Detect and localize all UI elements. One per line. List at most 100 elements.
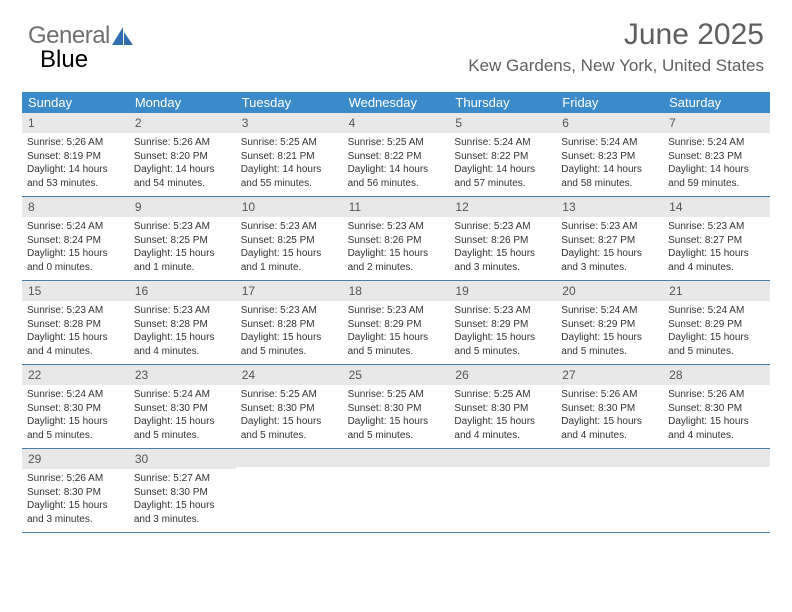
sunset-line: Sunset: 8:29 PM	[561, 318, 658, 332]
calendar-cell: 2Sunrise: 5:26 AMSunset: 8:20 PMDaylight…	[129, 113, 236, 196]
calendar-cell: 28Sunrise: 5:26 AMSunset: 8:30 PMDayligh…	[663, 365, 770, 448]
date-number: 14	[663, 197, 770, 217]
col-tuesday: Tuesday	[236, 92, 343, 113]
date-number: 17	[236, 281, 343, 301]
sunrise-line: Sunrise: 5:24 AM	[561, 136, 658, 150]
sunset-line: Sunset: 8:27 PM	[668, 234, 765, 248]
calendar-cell	[343, 449, 450, 532]
sunrise-line: Sunrise: 5:26 AM	[27, 472, 124, 486]
date-number: 29	[22, 449, 129, 469]
sunset-line: Sunset: 8:26 PM	[348, 234, 445, 248]
daylight-line: Daylight: 15 hours and 5 minutes.	[668, 331, 765, 358]
calendar-cell: 21Sunrise: 5:24 AMSunset: 8:29 PMDayligh…	[663, 281, 770, 364]
col-thursday: Thursday	[449, 92, 556, 113]
sunrise-line: Sunrise: 5:23 AM	[454, 220, 551, 234]
cell-body: Sunrise: 5:24 AMSunset: 8:29 PMDaylight:…	[556, 301, 663, 364]
daylight-line: Daylight: 15 hours and 3 minutes.	[561, 247, 658, 274]
date-number	[663, 449, 770, 467]
date-number: 1	[22, 113, 129, 133]
date-number	[556, 449, 663, 467]
daylight-line: Daylight: 14 hours and 54 minutes.	[134, 163, 231, 190]
sunset-line: Sunset: 8:23 PM	[668, 150, 765, 164]
date-number: 21	[663, 281, 770, 301]
cell-body: Sunrise: 5:25 AMSunset: 8:22 PMDaylight:…	[343, 133, 450, 196]
sunset-line: Sunset: 8:24 PM	[27, 234, 124, 248]
cell-body: Sunrise: 5:25 AMSunset: 8:21 PMDaylight:…	[236, 133, 343, 196]
daylight-line: Daylight: 15 hours and 3 minutes.	[454, 247, 551, 274]
date-number: 15	[22, 281, 129, 301]
cell-body: Sunrise: 5:23 AMSunset: 8:28 PMDaylight:…	[22, 301, 129, 364]
date-number: 4	[343, 113, 450, 133]
sunset-line: Sunset: 8:26 PM	[454, 234, 551, 248]
sunrise-line: Sunrise: 5:24 AM	[668, 136, 765, 150]
sunrise-line: Sunrise: 5:26 AM	[668, 388, 765, 402]
sunset-line: Sunset: 8:30 PM	[27, 486, 124, 500]
cell-body: Sunrise: 5:23 AMSunset: 8:27 PMDaylight:…	[663, 217, 770, 280]
calendar-cell: 30Sunrise: 5:27 AMSunset: 8:30 PMDayligh…	[129, 449, 236, 532]
calendar-cell: 11Sunrise: 5:23 AMSunset: 8:26 PMDayligh…	[343, 197, 450, 280]
sunrise-line: Sunrise: 5:25 AM	[241, 388, 338, 402]
sunrise-line: Sunrise: 5:23 AM	[134, 304, 231, 318]
cell-body: Sunrise: 5:24 AMSunset: 8:23 PMDaylight:…	[663, 133, 770, 196]
sunset-line: Sunset: 8:29 PM	[668, 318, 765, 332]
daylight-line: Daylight: 15 hours and 4 minutes.	[668, 415, 765, 442]
cell-body: Sunrise: 5:26 AMSunset: 8:30 PMDaylight:…	[556, 385, 663, 448]
cell-body: Sunrise: 5:24 AMSunset: 8:23 PMDaylight:…	[556, 133, 663, 196]
calendar-week: 29Sunrise: 5:26 AMSunset: 8:30 PMDayligh…	[22, 449, 770, 533]
date-number: 10	[236, 197, 343, 217]
sunrise-line: Sunrise: 5:24 AM	[561, 304, 658, 318]
header: General Blue June 2025 Kew Gardens, New …	[0, 0, 792, 82]
col-saturday: Saturday	[663, 92, 770, 113]
daylight-line: Daylight: 15 hours and 4 minutes.	[561, 415, 658, 442]
cell-body: Sunrise: 5:27 AMSunset: 8:30 PMDaylight:…	[129, 469, 236, 532]
sunrise-line: Sunrise: 5:26 AM	[561, 388, 658, 402]
calendar-cell: 10Sunrise: 5:23 AMSunset: 8:25 PMDayligh…	[236, 197, 343, 280]
calendar-cell: 9Sunrise: 5:23 AMSunset: 8:25 PMDaylight…	[129, 197, 236, 280]
logo-sail-icon	[112, 27, 134, 45]
cell-body: Sunrise: 5:23 AMSunset: 8:26 PMDaylight:…	[343, 217, 450, 280]
cell-body: Sunrise: 5:24 AMSunset: 8:22 PMDaylight:…	[449, 133, 556, 196]
sunset-line: Sunset: 8:30 PM	[348, 402, 445, 416]
calendar-cell	[663, 449, 770, 532]
calendar-cell: 25Sunrise: 5:25 AMSunset: 8:30 PMDayligh…	[343, 365, 450, 448]
cell-body: Sunrise: 5:23 AMSunset: 8:28 PMDaylight:…	[236, 301, 343, 364]
calendar-cell: 14Sunrise: 5:23 AMSunset: 8:27 PMDayligh…	[663, 197, 770, 280]
cell-body: Sunrise: 5:23 AMSunset: 8:27 PMDaylight:…	[556, 217, 663, 280]
calendar-cell: 27Sunrise: 5:26 AMSunset: 8:30 PMDayligh…	[556, 365, 663, 448]
cell-body: Sunrise: 5:23 AMSunset: 8:29 PMDaylight:…	[343, 301, 450, 364]
sunrise-line: Sunrise: 5:25 AM	[454, 388, 551, 402]
calendar-week: 15Sunrise: 5:23 AMSunset: 8:28 PMDayligh…	[22, 281, 770, 365]
cell-body	[449, 467, 556, 529]
date-number: 19	[449, 281, 556, 301]
date-number: 2	[129, 113, 236, 133]
date-number: 13	[556, 197, 663, 217]
cell-body: Sunrise: 5:23 AMSunset: 8:29 PMDaylight:…	[449, 301, 556, 364]
sunrise-line: Sunrise: 5:25 AM	[348, 136, 445, 150]
sunset-line: Sunset: 8:30 PM	[134, 486, 231, 500]
calendar-cell: 3Sunrise: 5:25 AMSunset: 8:21 PMDaylight…	[236, 113, 343, 196]
daylight-line: Daylight: 15 hours and 5 minutes.	[241, 331, 338, 358]
date-number: 28	[663, 365, 770, 385]
date-number: 6	[556, 113, 663, 133]
date-number: 23	[129, 365, 236, 385]
daylight-line: Daylight: 15 hours and 3 minutes.	[134, 499, 231, 526]
calendar-header-row: Sunday Monday Tuesday Wednesday Thursday…	[22, 92, 770, 113]
daylight-line: Daylight: 15 hours and 5 minutes.	[348, 331, 445, 358]
sunrise-line: Sunrise: 5:23 AM	[241, 304, 338, 318]
calendar-cell: 26Sunrise: 5:25 AMSunset: 8:30 PMDayligh…	[449, 365, 556, 448]
sunset-line: Sunset: 8:20 PM	[134, 150, 231, 164]
date-number	[236, 449, 343, 467]
logo-line2: Blue	[40, 46, 88, 74]
sunrise-line: Sunrise: 5:23 AM	[454, 304, 551, 318]
calendar-cell	[556, 449, 663, 532]
cell-body: Sunrise: 5:24 AMSunset: 8:29 PMDaylight:…	[663, 301, 770, 364]
sunrise-line: Sunrise: 5:23 AM	[134, 220, 231, 234]
date-number: 8	[22, 197, 129, 217]
sunrise-line: Sunrise: 5:25 AM	[241, 136, 338, 150]
daylight-line: Daylight: 14 hours and 58 minutes.	[561, 163, 658, 190]
sunset-line: Sunset: 8:28 PM	[241, 318, 338, 332]
cell-body: Sunrise: 5:24 AMSunset: 8:30 PMDaylight:…	[129, 385, 236, 448]
date-number	[343, 449, 450, 467]
sunset-line: Sunset: 8:30 PM	[241, 402, 338, 416]
calendar-cell: 15Sunrise: 5:23 AMSunset: 8:28 PMDayligh…	[22, 281, 129, 364]
